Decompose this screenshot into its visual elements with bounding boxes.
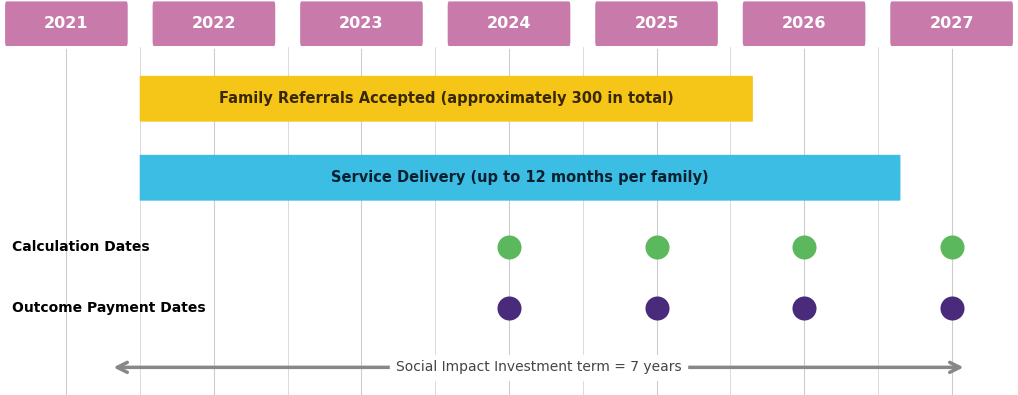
Point bbox=[944, 305, 960, 311]
Text: 2027: 2027 bbox=[929, 16, 974, 31]
Text: Family Referrals Accepted (approximately 300 in total): Family Referrals Accepted (approximately… bbox=[219, 91, 674, 106]
Text: 2026: 2026 bbox=[782, 16, 827, 31]
FancyBboxPatch shape bbox=[4, 0, 129, 47]
Text: Calculation Dates: Calculation Dates bbox=[12, 240, 150, 254]
Text: 2025: 2025 bbox=[634, 16, 679, 31]
Text: 2023: 2023 bbox=[339, 16, 384, 31]
Text: 2022: 2022 bbox=[191, 16, 236, 31]
FancyBboxPatch shape bbox=[446, 0, 572, 47]
FancyBboxPatch shape bbox=[593, 0, 720, 47]
Point bbox=[648, 244, 665, 250]
Point bbox=[501, 305, 517, 311]
Text: 2021: 2021 bbox=[44, 16, 89, 31]
Point bbox=[796, 244, 812, 250]
FancyBboxPatch shape bbox=[741, 0, 866, 47]
FancyBboxPatch shape bbox=[298, 0, 425, 47]
Text: Social Impact Investment term = 7 years: Social Impact Investment term = 7 years bbox=[396, 360, 681, 374]
FancyBboxPatch shape bbox=[139, 155, 900, 201]
Text: Service Delivery (up to 12 months per family): Service Delivery (up to 12 months per fa… bbox=[331, 170, 709, 185]
FancyBboxPatch shape bbox=[139, 76, 753, 122]
FancyBboxPatch shape bbox=[152, 0, 277, 47]
FancyBboxPatch shape bbox=[889, 0, 1014, 47]
Point bbox=[944, 244, 960, 250]
Text: 2024: 2024 bbox=[487, 16, 531, 31]
Point bbox=[648, 305, 665, 311]
Text: Outcome Payment Dates: Outcome Payment Dates bbox=[12, 301, 206, 315]
Point bbox=[796, 305, 812, 311]
Point bbox=[501, 244, 517, 250]
